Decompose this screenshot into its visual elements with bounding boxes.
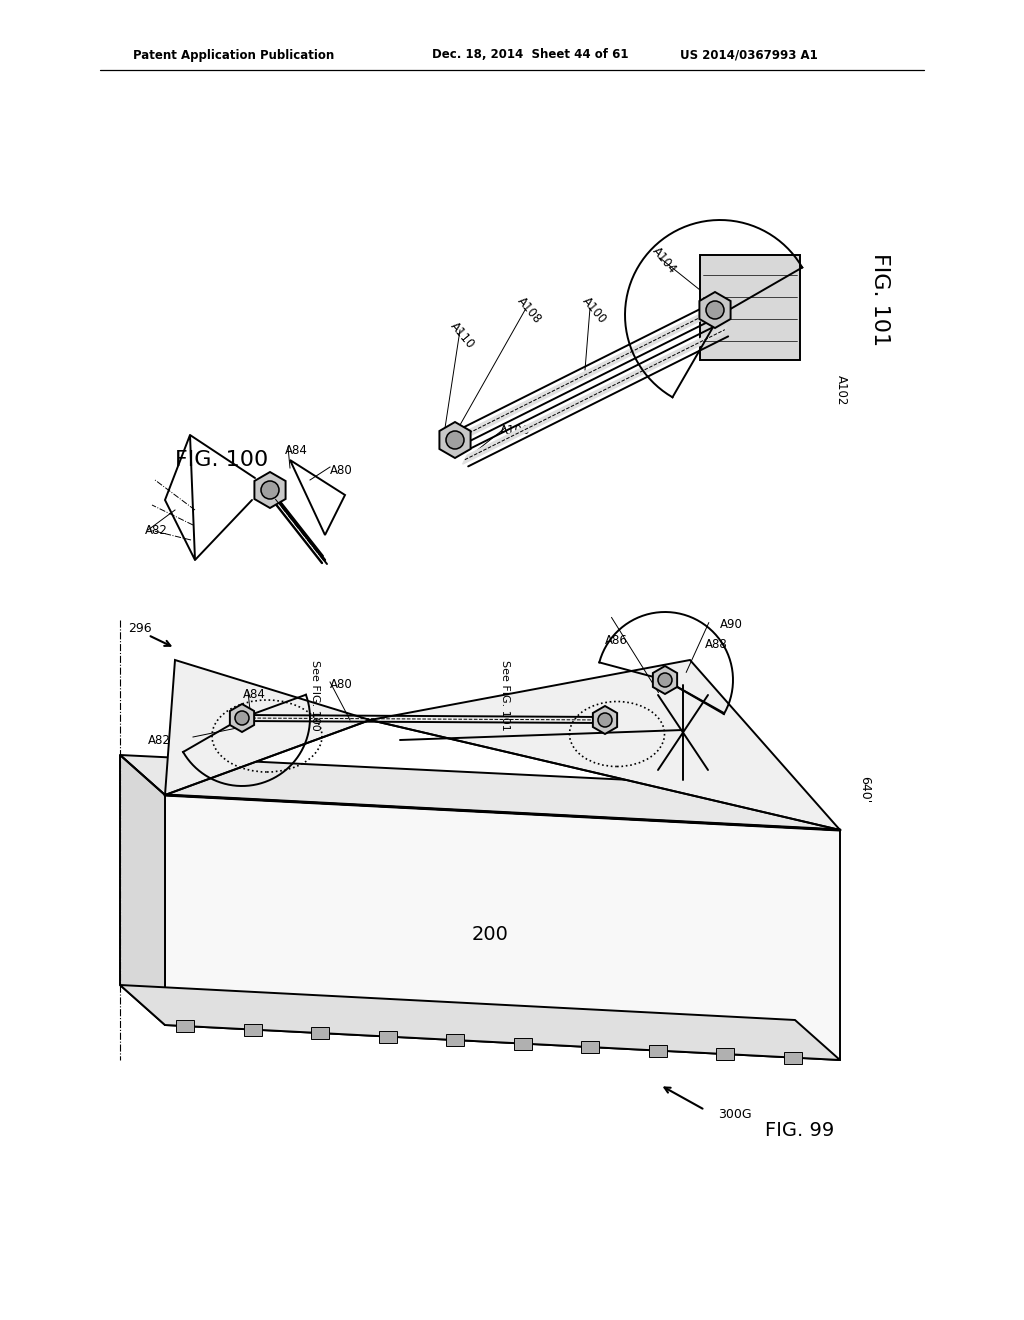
Text: A104: A104 — [650, 244, 680, 276]
Polygon shape — [311, 1027, 330, 1039]
Polygon shape — [439, 422, 471, 458]
Text: A90: A90 — [720, 619, 742, 631]
Polygon shape — [514, 1038, 531, 1049]
Text: A84: A84 — [243, 689, 266, 701]
Circle shape — [658, 673, 672, 686]
Text: A82: A82 — [148, 734, 171, 747]
Polygon shape — [120, 755, 840, 830]
Text: A106: A106 — [500, 424, 530, 437]
Text: 300G: 300G — [718, 1109, 752, 1122]
Polygon shape — [700, 255, 800, 360]
Text: 296: 296 — [128, 622, 152, 635]
Polygon shape — [699, 292, 730, 327]
Polygon shape — [653, 667, 677, 694]
Text: FIG. 101: FIG. 101 — [870, 253, 890, 347]
Polygon shape — [120, 755, 165, 1026]
Polygon shape — [453, 305, 717, 445]
Circle shape — [660, 676, 670, 684]
Text: FIG. 99: FIG. 99 — [765, 1121, 835, 1139]
Text: A86: A86 — [605, 634, 628, 647]
Polygon shape — [783, 1052, 802, 1064]
Text: FIG. 100: FIG. 100 — [175, 450, 268, 470]
Circle shape — [706, 301, 724, 319]
Polygon shape — [165, 660, 370, 795]
Polygon shape — [379, 1031, 396, 1043]
Text: 200: 200 — [472, 925, 509, 945]
Text: A84: A84 — [285, 444, 308, 457]
Polygon shape — [254, 473, 286, 508]
Polygon shape — [229, 704, 254, 733]
Polygon shape — [446, 1034, 464, 1045]
Polygon shape — [370, 660, 840, 830]
Circle shape — [264, 484, 275, 495]
Circle shape — [710, 305, 721, 315]
Text: See FIG. 101: See FIG. 101 — [500, 660, 510, 730]
Circle shape — [261, 480, 279, 499]
Text: US 2014/0367993 A1: US 2014/0367993 A1 — [680, 49, 818, 62]
Text: A100: A100 — [580, 294, 609, 326]
Text: A80: A80 — [330, 678, 352, 692]
Polygon shape — [176, 1020, 195, 1032]
Text: A80: A80 — [330, 463, 352, 477]
Text: A102: A102 — [835, 375, 848, 405]
Circle shape — [601, 715, 609, 725]
Polygon shape — [165, 795, 840, 1060]
Text: Dec. 18, 2014  Sheet 44 of 61: Dec. 18, 2014 Sheet 44 of 61 — [432, 49, 629, 62]
Polygon shape — [716, 1048, 734, 1060]
Circle shape — [598, 713, 612, 727]
Text: See FIG. 100: See FIG. 100 — [310, 660, 319, 730]
Circle shape — [238, 714, 246, 722]
Polygon shape — [582, 1041, 599, 1053]
Text: A88: A88 — [705, 639, 728, 652]
Polygon shape — [244, 1023, 262, 1036]
Text: 640': 640' — [858, 776, 871, 804]
Polygon shape — [649, 1044, 667, 1056]
Text: Patent Application Publication: Patent Application Publication — [133, 49, 334, 62]
Text: A108: A108 — [515, 294, 545, 326]
Circle shape — [450, 434, 461, 445]
Polygon shape — [120, 985, 840, 1060]
Circle shape — [446, 432, 464, 449]
Polygon shape — [463, 325, 727, 465]
Text: A110: A110 — [449, 319, 477, 351]
Text: A82: A82 — [145, 524, 168, 536]
Circle shape — [234, 711, 249, 725]
Polygon shape — [593, 706, 617, 734]
